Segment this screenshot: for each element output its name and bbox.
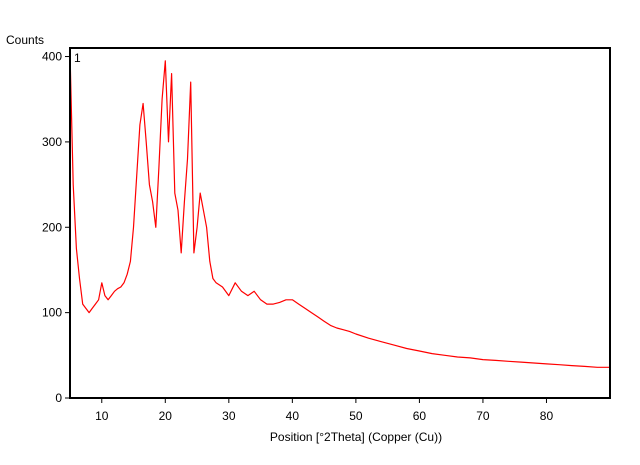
x-tick-label: 50 xyxy=(349,409,363,423)
x-tick-label: 70 xyxy=(476,409,490,423)
y-tick-label: 300 xyxy=(42,135,62,149)
plot-frame xyxy=(69,47,611,399)
x-tick-label: 40 xyxy=(286,409,300,423)
series-layer xyxy=(69,52,610,368)
y-tick-label: 100 xyxy=(42,306,62,320)
y-axis-label: Counts xyxy=(6,33,44,47)
y-tick-label: 0 xyxy=(55,391,62,405)
x-tick-label: 20 xyxy=(159,409,173,423)
x-tick-label: 10 xyxy=(95,409,109,423)
x-tick-label: 30 xyxy=(222,409,236,423)
y-tick-label: 400 xyxy=(42,50,62,64)
diffraction-pattern-line xyxy=(69,52,610,368)
series-number-label: 1 xyxy=(74,51,81,65)
x-axis-label: Position [°2Theta] (Copper (Cu)) xyxy=(270,430,442,444)
x-tick-label: 80 xyxy=(540,409,554,423)
x-tick-label: 60 xyxy=(413,409,427,423)
ticks-layer: 10 20 30 40 50 60 70 80 0 100 200 300 400 xyxy=(42,50,553,423)
y-tick-label: 200 xyxy=(42,220,62,234)
